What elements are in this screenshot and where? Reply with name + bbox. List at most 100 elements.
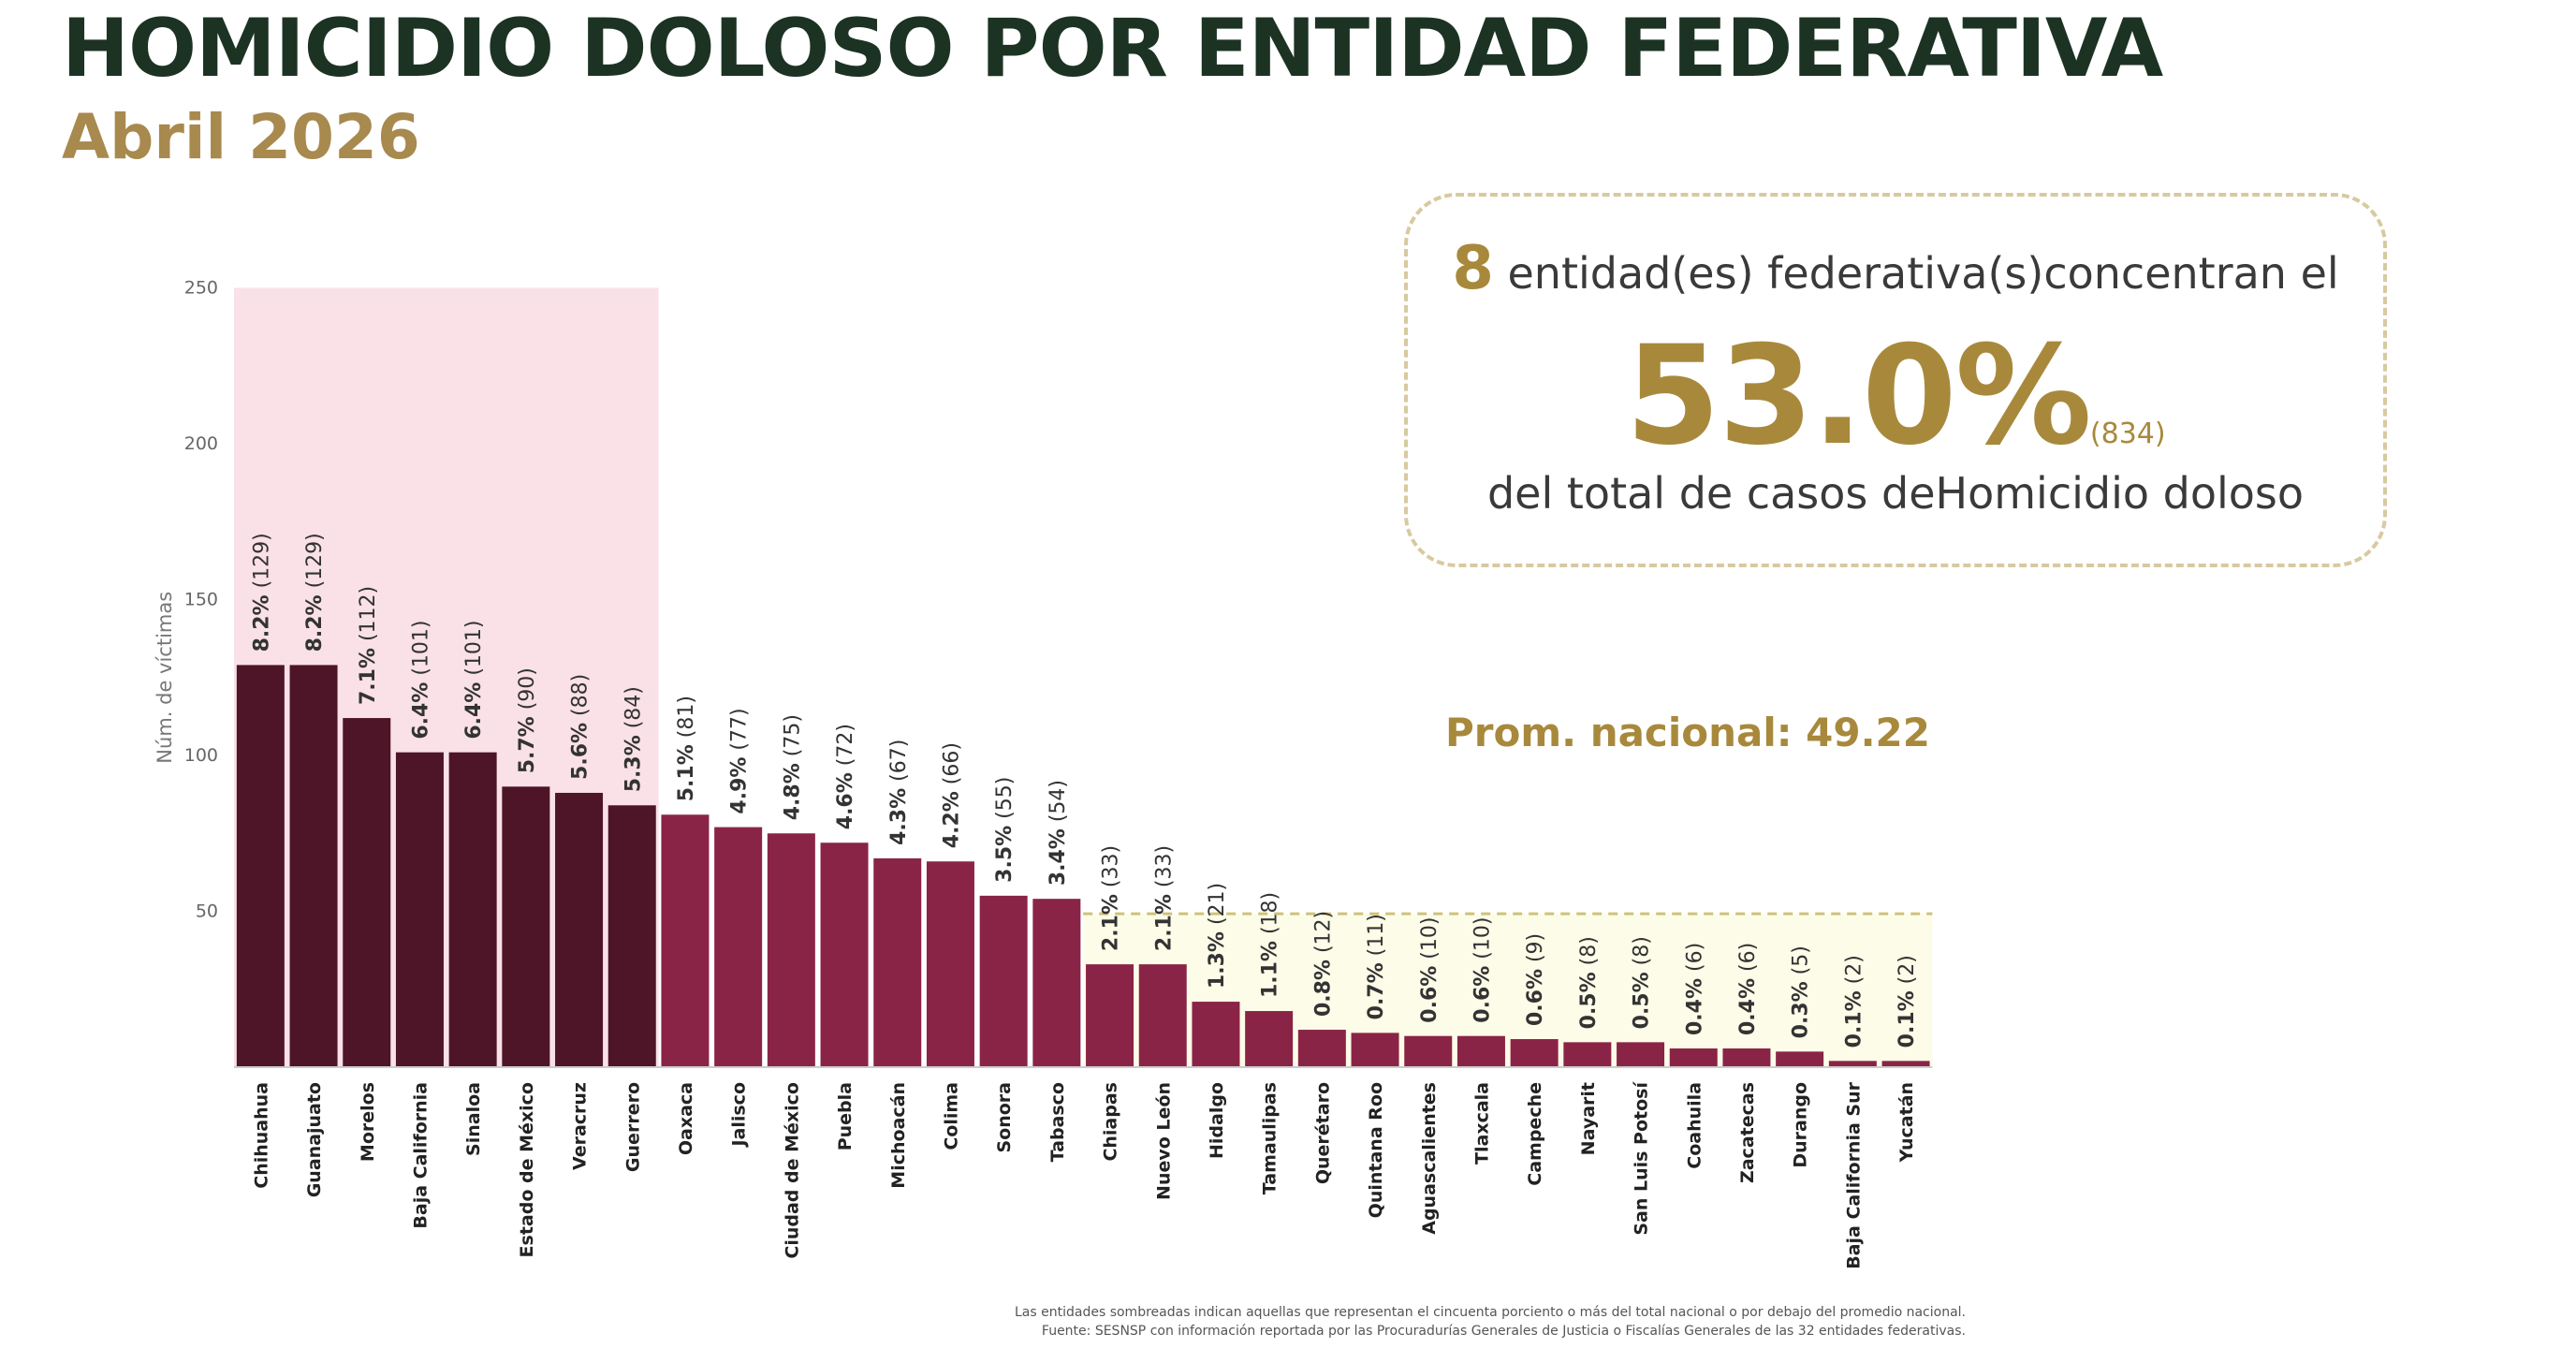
bar xyxy=(1881,1061,1930,1067)
data-label: 8.2% (129) xyxy=(303,533,327,652)
bar xyxy=(1776,1051,1824,1067)
data-label: 0.4% (6) xyxy=(1736,943,1760,1035)
bar xyxy=(714,827,763,1067)
bar xyxy=(767,833,815,1067)
callout-count: 8 xyxy=(1452,234,1494,303)
footnote: Las entidades sombreadas indican aquella… xyxy=(655,1303,1966,1341)
callout-percent: 53.0% xyxy=(1625,316,2092,476)
category-label: Chiapas xyxy=(1101,1082,1121,1162)
data-label: 5.6% (88) xyxy=(569,674,593,780)
category-label: Jalisco xyxy=(729,1082,750,1149)
data-label: 0.6% (9) xyxy=(1524,933,1547,1026)
category-label: Michoacán xyxy=(888,1082,909,1189)
category-label: Morelos xyxy=(358,1082,378,1162)
data-label: 0.5% (8) xyxy=(1577,936,1601,1029)
y-axis-label: Núm. de víctimas xyxy=(154,592,176,764)
category-label: Querétaro xyxy=(1312,1082,1333,1184)
page-subtitle: Abril 2026 xyxy=(62,101,420,173)
data-label: 4.6% (72) xyxy=(834,724,857,829)
footnote-line1: Las entidades sombreadas indican aquella… xyxy=(1015,1305,1966,1320)
data-label: 4.3% (67) xyxy=(887,740,911,845)
callout-absolute: (834) xyxy=(2089,418,2166,450)
data-label: 5.3% (84) xyxy=(622,686,645,792)
bar xyxy=(607,805,656,1067)
bar xyxy=(1563,1042,1612,1067)
category-label: Veracruz xyxy=(570,1082,591,1170)
bar xyxy=(1617,1042,1665,1067)
data-label: 0.7% (11) xyxy=(1365,914,1388,1019)
category-label: Colima xyxy=(941,1082,961,1150)
category-label: Sonora xyxy=(994,1082,1015,1153)
y-tick-label: 50 xyxy=(196,901,218,922)
bar xyxy=(1669,1048,1718,1067)
data-label: 0.5% (8) xyxy=(1631,936,1654,1029)
page-title: HOMICIDIO DOLOSO POR ENTIDAD FEDERATIVA xyxy=(62,2,2163,95)
category-label: Estado de México xyxy=(517,1082,537,1257)
category-label: Tabasco xyxy=(1047,1082,1068,1162)
category-label: Campeche xyxy=(1525,1082,1545,1186)
bar xyxy=(1351,1033,1399,1067)
average-label: Prom. nacional: 49.22 xyxy=(1445,710,1930,755)
category-label: Quintana Roo xyxy=(1366,1082,1386,1218)
data-label: 0.6% (10) xyxy=(1418,917,1442,1023)
data-label: 4.8% (75) xyxy=(781,714,804,820)
category-label: Tamaulipas xyxy=(1260,1082,1281,1194)
bar xyxy=(502,786,550,1067)
summary-callout: 8 entidad(es) federativa(s)concentran el… xyxy=(1404,193,2387,567)
callout-percent-row: 53.0%(834) xyxy=(1408,316,2383,476)
category-label: Ciudad de México xyxy=(782,1082,802,1259)
bar xyxy=(448,752,497,1067)
y-tick-label: 150 xyxy=(184,590,218,610)
bar xyxy=(1456,1035,1505,1067)
data-label: 7.1% (112) xyxy=(357,586,380,705)
data-label: 3.5% (55) xyxy=(993,777,1017,883)
data-label: 3.4% (54) xyxy=(1046,780,1070,886)
category-label: Puebla xyxy=(835,1082,856,1150)
bar xyxy=(820,842,869,1067)
bar xyxy=(289,665,338,1067)
data-label: 0.1% (2) xyxy=(1895,955,1919,1048)
category-label: San Luis Potosí xyxy=(1632,1081,1652,1236)
category-label: Coahuila xyxy=(1684,1082,1705,1169)
callout-line1: 8 entidad(es) federativa(s)concentran el xyxy=(1408,234,2383,303)
bar xyxy=(236,665,285,1067)
y-tick-label: 250 xyxy=(184,278,218,299)
data-label: 0.3% (5) xyxy=(1790,945,1813,1038)
data-label: 6.4% (101) xyxy=(409,620,432,739)
footnote-source: Fuente: SESNSP con información reportada… xyxy=(1041,1324,1966,1339)
data-label: 0.8% (12) xyxy=(1311,911,1335,1017)
bar xyxy=(395,752,444,1067)
bar xyxy=(661,814,710,1067)
category-label: Guanajuato xyxy=(304,1082,325,1197)
bar xyxy=(1404,1035,1453,1067)
data-label: 1.1% (18) xyxy=(1259,892,1282,998)
bar-chart: 50 100 150 200 250 Núm. de víctimas 8.2% (129)… xyxy=(154,278,1933,1269)
data-label: 2.1% (33) xyxy=(1100,845,1123,951)
data-label: 2.1% (33) xyxy=(1152,845,1176,951)
data-label: 5.1% (81) xyxy=(675,696,698,801)
y-tick-label: 100 xyxy=(184,745,218,766)
category-label: Zacatecas xyxy=(1737,1082,1758,1183)
data-label: 0.6% (10) xyxy=(1471,917,1494,1023)
bar xyxy=(555,792,604,1067)
category-label: Nuevo León xyxy=(1153,1082,1174,1200)
bar xyxy=(343,718,391,1067)
category-label: Oaxaca xyxy=(676,1082,696,1155)
callout-line3: del total de casos deHomicidio doloso xyxy=(1486,468,2305,519)
data-label: 4.2% (66) xyxy=(940,742,963,848)
category-label: Nayarit xyxy=(1578,1082,1599,1155)
data-label: 6.4% (101) xyxy=(462,620,486,739)
category-label: Tlaxcala xyxy=(1471,1082,1492,1165)
callout-line1-text: entidad(es) federativa(s)concentran el xyxy=(1493,248,2339,299)
category-label: Sinaloa xyxy=(463,1082,484,1156)
bar xyxy=(1138,964,1187,1067)
bar xyxy=(1086,964,1134,1067)
bar xyxy=(1510,1039,1559,1067)
data-label: 0.1% (2) xyxy=(1842,955,1866,1048)
bar xyxy=(1245,1011,1294,1067)
bar xyxy=(979,895,1028,1067)
category-label: Baja California Sur xyxy=(1843,1081,1864,1268)
data-label: 1.3% (21) xyxy=(1206,883,1229,989)
category-label: Chihuahua xyxy=(251,1082,271,1189)
category-label: Hidalgo xyxy=(1207,1082,1227,1159)
